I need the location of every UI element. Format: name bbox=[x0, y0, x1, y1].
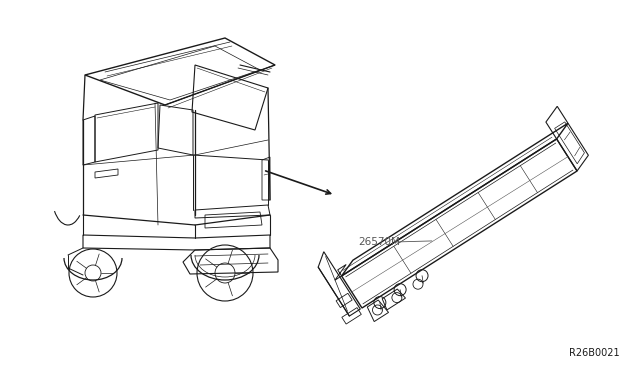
Text: R26B0021: R26B0021 bbox=[570, 348, 620, 358]
Text: 26570M: 26570M bbox=[358, 237, 400, 247]
